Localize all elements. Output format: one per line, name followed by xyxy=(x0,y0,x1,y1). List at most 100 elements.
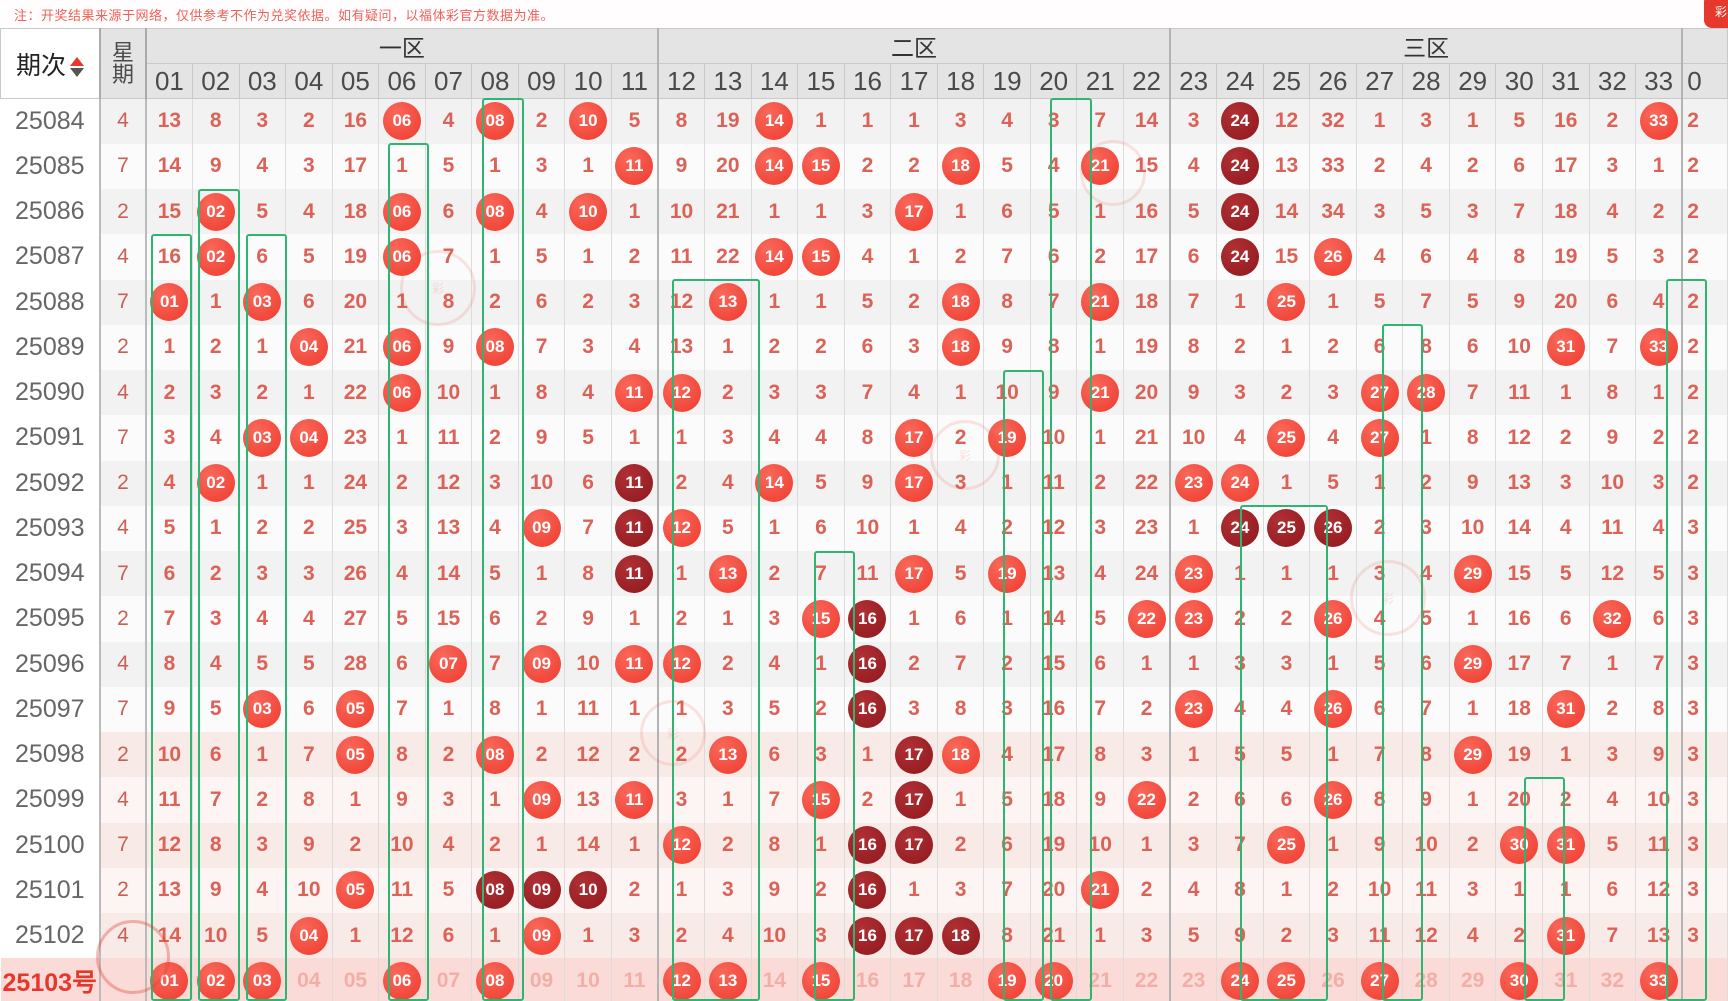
drawn-number-ball: 04 xyxy=(289,916,328,955)
trend-cell: 17 xyxy=(1030,732,1078,778)
trend-cell: 01 xyxy=(145,279,193,325)
trend-cell: 9 xyxy=(192,867,240,913)
trend-cell: 3 xyxy=(285,143,333,189)
miss-count: 17 xyxy=(1134,244,1159,268)
trend-cell: 2 xyxy=(937,415,985,461)
trend-cell: 4 xyxy=(1216,415,1264,461)
trend-cell: 22 xyxy=(1123,460,1172,506)
trend-cell: 1 xyxy=(1449,686,1497,732)
trend-cell: 1 xyxy=(239,460,287,506)
miss-count: 22 xyxy=(1134,471,1159,495)
miss-count: 2 xyxy=(628,878,641,902)
trend-cell: 1 xyxy=(844,98,892,144)
trend-cell: 3 xyxy=(1356,551,1404,597)
faded-number: 28 xyxy=(1414,968,1438,992)
miss-count: 5 xyxy=(1652,561,1665,585)
trend-cell-partial: 3 xyxy=(1682,732,1728,778)
miss-count: 4 xyxy=(721,471,734,495)
trend-cell: 12 xyxy=(657,279,706,325)
trend-cell: 08 xyxy=(471,189,519,235)
miss-count: 15 xyxy=(1134,154,1159,178)
miss-count: 5 xyxy=(1606,833,1619,857)
issue-row: 25101 2 13 9 4 10 05 11 5 08 09 10 2 1 3 9 2 16 1 3 7 20 21 2 4 8… xyxy=(0,867,1728,913)
trend-cell: 3 xyxy=(1309,370,1357,416)
trend-cell: 5 xyxy=(1449,279,1497,325)
trend-cell: 7 xyxy=(1542,641,1590,687)
drawn-number-ball: 29 xyxy=(1453,645,1492,684)
trend-cell: 24 xyxy=(332,460,380,506)
trend-cell: 1 xyxy=(239,324,287,370)
miss-count: 8 xyxy=(675,109,688,133)
trend-cell: 2 xyxy=(797,324,845,370)
miss-count: 4 xyxy=(1652,290,1665,314)
trend-cell: 9 xyxy=(564,596,612,642)
trend-cell: 3 xyxy=(890,686,938,732)
miss-count: 19 xyxy=(343,244,368,268)
drawn-number-ball: 11 xyxy=(615,464,654,503)
miss-count: 19 xyxy=(1507,742,1531,766)
trend-cell: 1 xyxy=(239,732,287,778)
pending-number-ball: 24 xyxy=(1220,961,1259,1000)
trend-cell: 3 xyxy=(611,913,659,959)
trend-cell: 6 xyxy=(1449,324,1497,370)
trend-cell: 11 xyxy=(1589,505,1637,551)
miss-count: 10 xyxy=(1088,833,1112,857)
trend-cell: 2 xyxy=(1123,686,1172,732)
trend-cell: 17 xyxy=(890,189,938,235)
trend-cell: 19 xyxy=(1030,822,1078,868)
trend-cell: 1 xyxy=(704,596,752,642)
trend-cell: 1 xyxy=(1076,189,1124,235)
miss-count: 5 xyxy=(1234,742,1246,766)
miss-count: 4 xyxy=(209,425,222,449)
miss-count: 3 xyxy=(1327,923,1339,947)
trend-cell: 3 xyxy=(1589,143,1637,189)
trend-cell: 4 xyxy=(378,551,426,597)
trend-cell: 04 xyxy=(285,913,333,959)
trend-cell: 8 xyxy=(657,98,706,144)
trend-cell: 1 xyxy=(751,279,799,325)
trend-cell: 10 xyxy=(425,370,473,416)
miss-count: 4 xyxy=(1234,697,1246,721)
drawn-number-ball: 24 xyxy=(1220,237,1259,276)
miss-count: 6 xyxy=(209,742,222,766)
trend-cell-partial: 2 xyxy=(1682,98,1728,144)
pending-number-ball: 13 xyxy=(708,961,747,1000)
trend-cell: 3 xyxy=(471,460,519,506)
drawn-number-ball: 11 xyxy=(615,645,654,684)
miss-count: 7 xyxy=(1606,335,1619,359)
miss-count: 4 xyxy=(1187,154,1200,178)
number-header-13: 13 xyxy=(704,63,752,99)
miss-count: 3 xyxy=(1187,109,1200,133)
trend-cell: 7 xyxy=(937,641,985,687)
trend-cell: 22 xyxy=(1123,596,1172,642)
miss-count: 5 xyxy=(535,244,548,268)
miss-count: 1 xyxy=(1280,561,1293,585)
drawn-number-ball: 12 xyxy=(662,645,701,684)
miss-count: 3 xyxy=(209,380,222,404)
miss-count: 3 xyxy=(954,878,967,902)
issue-column-header[interactable]: 期次 xyxy=(0,28,102,99)
miss-count: 7 xyxy=(1606,923,1619,947)
miss-count: 2 xyxy=(1559,425,1572,449)
trend-cell: 14 xyxy=(751,958,799,1001)
miss-count: 3 xyxy=(954,471,967,495)
issue-row: 25091 7 3 4 03 04 23 1 11 2 9 5 1 1 3 4 4 8 17 2 19 10 1 21 10 4 2… xyxy=(0,415,1728,461)
trend-cell: 13 xyxy=(704,279,752,325)
trend-cell: 11 xyxy=(1356,913,1404,959)
trend-cell: 4 xyxy=(704,913,752,959)
issue-row: 25099 4 11 7 2 8 1 9 3 1 09 13 11 3 1 7 15 2 17 1 5 18 9 22 2 6 6 2… xyxy=(0,777,1728,823)
miss-count: 3 xyxy=(1559,471,1572,495)
trend-cell: 5 xyxy=(1635,551,1684,597)
miss-count: 1 xyxy=(1327,742,1339,766)
number-header-05: 05 xyxy=(331,63,380,99)
miss-count: 12 xyxy=(1414,923,1438,947)
drawn-number-ball: 15 xyxy=(801,599,840,638)
trend-cell: 4 xyxy=(239,596,287,642)
trend-cell: 19 xyxy=(983,958,1031,1001)
miss-count: 24 xyxy=(343,471,368,495)
pending-number-ball: 06 xyxy=(382,961,421,1000)
miss-count: 5 xyxy=(768,697,781,721)
sort-arrows-icon[interactable] xyxy=(70,56,85,77)
miss-count: 13 xyxy=(669,335,694,359)
trend-cell: 1 xyxy=(518,686,566,732)
